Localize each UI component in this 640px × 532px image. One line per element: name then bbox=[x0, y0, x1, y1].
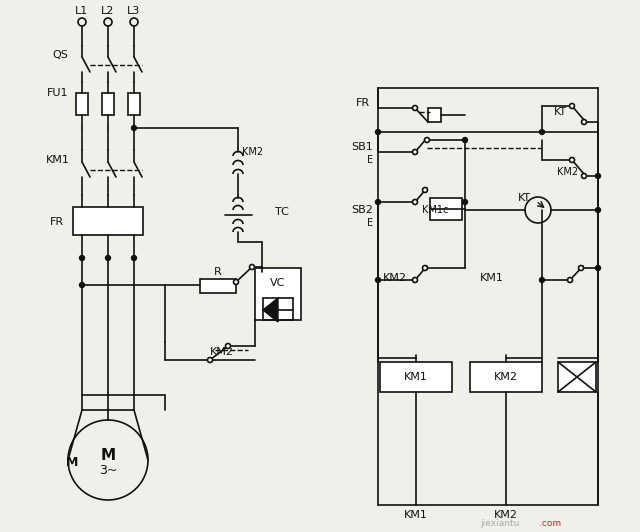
Text: KM1: KM1 bbox=[480, 273, 504, 283]
Circle shape bbox=[595, 265, 600, 270]
Circle shape bbox=[570, 104, 575, 109]
Circle shape bbox=[463, 137, 467, 143]
Bar bbox=[430, 198, 462, 220]
Text: KT: KT bbox=[554, 107, 566, 117]
Circle shape bbox=[422, 187, 428, 193]
Circle shape bbox=[234, 279, 239, 285]
Circle shape bbox=[540, 278, 545, 282]
Text: KM2: KM2 bbox=[210, 347, 234, 357]
Text: KM1: KM1 bbox=[404, 510, 428, 520]
Text: .com: .com bbox=[539, 520, 561, 528]
Text: KM1: KM1 bbox=[404, 372, 428, 382]
Circle shape bbox=[225, 344, 230, 348]
Circle shape bbox=[579, 265, 584, 270]
Text: KM2: KM2 bbox=[494, 510, 518, 520]
Text: KM1c: KM1c bbox=[422, 205, 448, 215]
Text: M: M bbox=[66, 456, 78, 470]
Bar bbox=[470, 362, 542, 392]
Text: R: R bbox=[214, 267, 222, 277]
Bar bbox=[128, 93, 140, 115]
Bar bbox=[76, 93, 88, 115]
Circle shape bbox=[250, 264, 255, 270]
Circle shape bbox=[376, 129, 381, 135]
Polygon shape bbox=[263, 298, 278, 322]
Text: FU1: FU1 bbox=[47, 88, 68, 98]
Text: KM2: KM2 bbox=[557, 167, 579, 177]
Text: 3~: 3~ bbox=[99, 463, 117, 477]
Text: FR: FR bbox=[356, 98, 370, 108]
Circle shape bbox=[424, 137, 429, 143]
Circle shape bbox=[422, 265, 428, 270]
Text: M: M bbox=[100, 447, 116, 462]
Bar bbox=[558, 362, 596, 392]
Circle shape bbox=[595, 173, 600, 179]
Circle shape bbox=[413, 149, 417, 154]
Text: KM2: KM2 bbox=[243, 147, 264, 157]
Bar bbox=[255, 268, 301, 320]
Circle shape bbox=[79, 282, 84, 287]
Circle shape bbox=[582, 120, 586, 124]
Text: E: E bbox=[367, 218, 373, 228]
Bar bbox=[102, 93, 114, 115]
Circle shape bbox=[79, 255, 84, 261]
Text: L3: L3 bbox=[127, 6, 141, 16]
Text: L1: L1 bbox=[76, 6, 88, 16]
Text: E: E bbox=[367, 155, 373, 165]
Text: SB1: SB1 bbox=[351, 142, 373, 152]
Text: L2: L2 bbox=[101, 6, 115, 16]
Text: KM1: KM1 bbox=[46, 155, 70, 165]
Circle shape bbox=[568, 278, 573, 282]
Circle shape bbox=[131, 126, 136, 130]
Text: KT: KT bbox=[517, 193, 531, 203]
Circle shape bbox=[570, 157, 575, 162]
Bar bbox=[200, 279, 236, 293]
Text: QS: QS bbox=[52, 50, 68, 60]
Circle shape bbox=[207, 358, 212, 362]
Text: KM2: KM2 bbox=[494, 372, 518, 382]
Circle shape bbox=[582, 173, 586, 179]
Circle shape bbox=[413, 278, 417, 282]
Circle shape bbox=[540, 129, 545, 135]
Text: SB2: SB2 bbox=[351, 205, 373, 215]
Text: TC: TC bbox=[275, 207, 289, 217]
Text: jiexiantu: jiexiantu bbox=[480, 520, 520, 528]
Circle shape bbox=[463, 200, 467, 204]
Circle shape bbox=[595, 207, 600, 212]
Circle shape bbox=[413, 200, 417, 204]
Bar bbox=[380, 362, 452, 392]
Circle shape bbox=[131, 255, 136, 261]
Circle shape bbox=[413, 105, 417, 111]
Text: KM2: KM2 bbox=[383, 273, 407, 283]
Circle shape bbox=[106, 255, 111, 261]
Circle shape bbox=[376, 200, 381, 204]
Text: FR: FR bbox=[50, 217, 64, 227]
Circle shape bbox=[376, 278, 381, 282]
Bar bbox=[73, 207, 143, 235]
Text: VC: VC bbox=[270, 278, 285, 288]
Bar bbox=[428, 108, 441, 122]
